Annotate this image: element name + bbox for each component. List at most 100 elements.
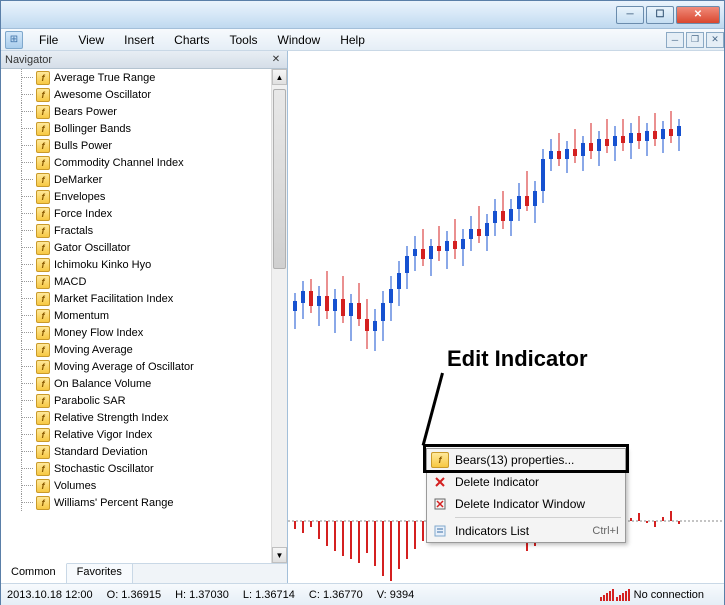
indicator-icon: f <box>36 343 50 357</box>
tab-favorites[interactable]: Favorites <box>67 564 133 583</box>
minimize-button[interactable]: ─ <box>616 6 644 24</box>
indicator-icon: f <box>36 258 50 272</box>
indicator-icon: f <box>36 445 50 459</box>
indicator-item[interactable]: f Market Facilitation Index <box>1 290 287 307</box>
indicator-item[interactable]: fAverage True Range <box>1 69 287 86</box>
navigator-panel: Navigator ✕ fAverage True Range f Awesome … <box>1 51 288 583</box>
indicator-label: Awesome Oscillator <box>54 89 151 101</box>
navigator-tree: fAverage True RangefAwesome OscillatorfB… <box>1 69 287 563</box>
context-menu-label: Delete Indicator <box>455 475 619 489</box>
menu-file[interactable]: File <box>29 31 68 49</box>
menu-window[interactable]: Window <box>268 31 331 49</box>
navigator-tabs: Common Favorites <box>1 563 287 583</box>
status-high: H: 1.37030 <box>175 589 229 601</box>
indicator-label: Bollinger Bands <box>54 123 131 135</box>
context-menu-item[interactable]: f Bears(13) properties... <box>427 449 625 471</box>
indicator-item[interactable]: fMACD <box>1 273 287 290</box>
yellow-icon: f <box>431 452 449 468</box>
close-button[interactable]: ✕ <box>676 6 720 24</box>
status-low: L: 1.36714 <box>243 589 295 601</box>
indicator-label: Williams' Percent Range <box>54 497 173 509</box>
indicator-item[interactable]: fStochastic Oscillator <box>1 460 287 477</box>
navigator-title: Navigator <box>5 54 269 66</box>
app-window: ─ ☐ ✕ ⊞ FileViewInsertChartsToolsWindowH… <box>0 0 725 605</box>
statusbar: 2013.10.18 12:00 O: 1.36915 H: 1.37030 L… <box>1 583 724 605</box>
indicator-item[interactable]: fIchimoku Kinko Hyo <box>1 256 287 273</box>
indicator-item[interactable]: f Awesome Oscillator <box>1 86 287 103</box>
indicator-item[interactable]: fRelative Vigor Index <box>1 426 287 443</box>
scroll-down-button[interactable]: ▼ <box>272 547 287 563</box>
indicator-item[interactable]: f Bears Power <box>1 103 287 120</box>
indicator-icon: f <box>36 479 50 493</box>
status-volume: V: 9394 <box>377 589 415 601</box>
context-menu-label: Indicators List <box>455 524 592 538</box>
menu-insert[interactable]: Insert <box>114 31 164 49</box>
indicator-item[interactable]: fFractals <box>1 222 287 239</box>
annotation-label: Edit Indicator <box>447 346 588 372</box>
indicator-item[interactable]: fMoney Flow Index <box>1 324 287 341</box>
indicator-item[interactable]: f Bollinger Bands <box>1 120 287 137</box>
connection-icon <box>600 589 630 601</box>
indicator-label: Bears Power <box>54 106 117 118</box>
indicator-icon: f <box>36 292 50 306</box>
indicator-label: Parabolic SAR <box>54 395 126 407</box>
indicator-label: Market Facilitation Index <box>54 293 173 305</box>
indicator-icon: f <box>36 411 50 425</box>
context-menu-item[interactable]: Delete Indicator Window <box>427 493 625 515</box>
indicator-icon: f <box>36 309 50 323</box>
indicator-item[interactable]: f Williams' Percent Range <box>1 494 287 511</box>
indicator-item[interactable]: f Bulls Power <box>1 137 287 154</box>
indicator-label: Envelopes <box>54 191 105 203</box>
indicator-item[interactable]: fGator Oscillator <box>1 239 287 256</box>
indicator-label: Relative Strength Index <box>54 412 168 424</box>
navigator-close-button[interactable]: ✕ <box>269 53 283 67</box>
indicator-item[interactable]: f Moving Average <box>1 341 287 358</box>
indicator-item[interactable]: fVolumes <box>1 477 287 494</box>
indicator-label: Fractals <box>54 225 93 237</box>
deletewin-icon <box>431 496 449 512</box>
context-menu-item[interactable]: Indicators ListCtrl+I <box>427 520 625 542</box>
mdi-close-button[interactable]: ✕ <box>706 32 724 48</box>
indicator-label: Bulls Power <box>54 140 112 152</box>
indicator-label: DeMarker <box>54 174 102 186</box>
indicator-icon: f <box>36 122 50 136</box>
indicator-icon: f <box>36 156 50 170</box>
tab-common[interactable]: Common <box>1 563 67 583</box>
indicator-item[interactable]: fForce Index <box>1 205 287 222</box>
indicator-item[interactable]: fMomentum <box>1 307 287 324</box>
indicator-item[interactable]: fParabolic SAR <box>1 392 287 409</box>
indicator-label: Force Index <box>54 208 112 220</box>
indicator-item[interactable]: fOn Balance Volume <box>1 375 287 392</box>
menu-charts[interactable]: Charts <box>164 31 219 49</box>
status-connection: No connection <box>634 589 704 601</box>
menu-separator <box>455 517 621 518</box>
context-menu-item[interactable]: Delete Indicator <box>427 471 625 493</box>
indicator-item[interactable]: f Relative Strength Index <box>1 409 287 426</box>
scroll-thumb[interactable] <box>273 89 286 269</box>
indicator-label: Gator Oscillator <box>54 242 130 254</box>
indicator-icon: f <box>36 428 50 442</box>
indicator-item[interactable]: f Envelopes <box>1 188 287 205</box>
scroll-up-button[interactable]: ▲ <box>272 69 287 85</box>
indicator-item[interactable]: fMoving Average of Oscillator <box>1 358 287 375</box>
menu-help[interactable]: Help <box>330 31 375 49</box>
indicator-icon: f <box>36 88 50 102</box>
indicator-item[interactable]: fStandard Deviation <box>1 443 287 460</box>
indicator-icon: f <box>36 496 50 510</box>
mdi-minimize-button[interactable]: ─ <box>666 32 684 48</box>
indicator-label: Moving Average <box>54 344 133 356</box>
context-menu-label: Bears(13) properties... <box>455 453 619 467</box>
mdi-restore-button[interactable]: ❐ <box>686 32 704 48</box>
indicator-icon: f <box>36 139 50 153</box>
titlebar: ─ ☐ ✕ <box>1 1 724 29</box>
indicator-label: MACD <box>54 276 86 288</box>
menu-view[interactable]: View <box>68 31 114 49</box>
indicator-item[interactable]: f Commodity Channel Index <box>1 154 287 171</box>
indicator-item[interactable]: fDeMarker <box>1 171 287 188</box>
indicator-icon: f <box>36 190 50 204</box>
maximize-button[interactable]: ☐ <box>646 6 674 24</box>
menu-tools[interactable]: Tools <box>220 31 268 49</box>
indicator-icon: f <box>36 105 50 119</box>
indicator-label: Commodity Channel Index <box>54 157 184 169</box>
navigator-scrollbar[interactable]: ▲ ▼ <box>271 69 287 563</box>
